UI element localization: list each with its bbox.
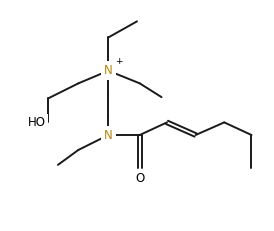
Text: N: N — [104, 128, 113, 142]
Text: N: N — [104, 64, 113, 77]
Text: O: O — [135, 172, 144, 185]
Text: HO: HO — [28, 116, 46, 129]
Text: +: + — [115, 57, 122, 66]
